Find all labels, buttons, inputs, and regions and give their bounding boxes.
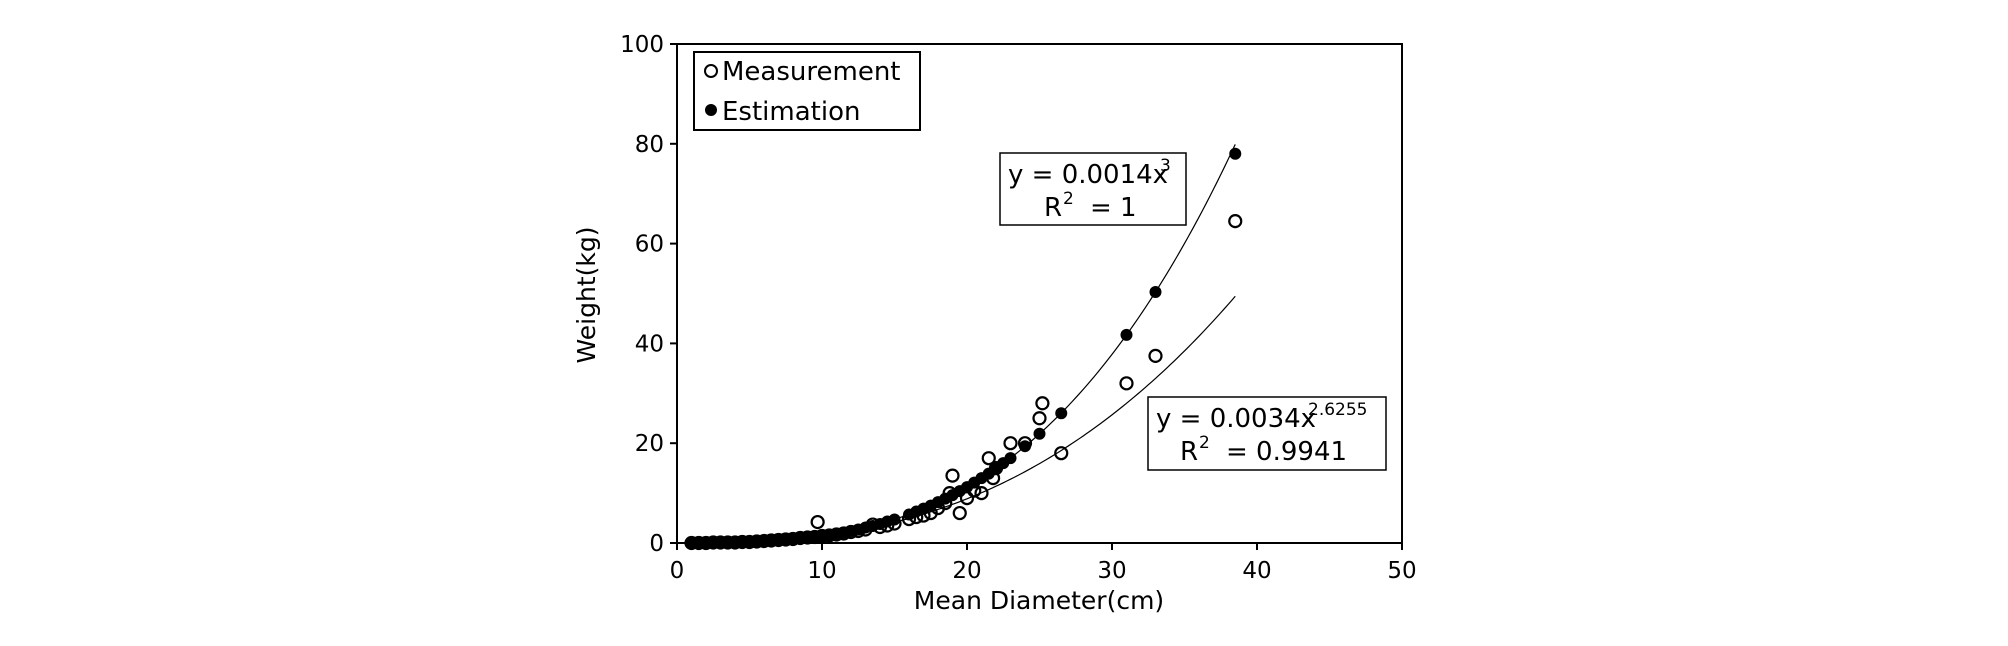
estimation-point [1120,328,1133,341]
equation-estimation-exponent: 3 [1160,156,1171,176]
measurement-point [974,486,989,501]
x-tick-label: 50 [1387,558,1416,584]
equation-estimation: y = 0.0014x [1008,160,1168,190]
x-axis-title: Mean Diameter(cm) [914,586,1164,615]
measurement-point [1032,411,1047,426]
r2-value-measurement: = 0.9941 [1226,437,1347,467]
measurement-point [1054,446,1069,461]
legend-label-estimation: Estimation [722,97,860,127]
y-tick-label: 100 [620,32,664,58]
x-tick-label: 30 [1097,558,1126,584]
measurement-point [810,514,825,530]
legend-box [693,51,921,131]
y-tick-label: 40 [635,331,664,357]
r2-exp-measurement: 2 [1199,433,1210,453]
series-estimation [685,147,1242,549]
measurement-point [1003,436,1018,451]
estimation-point [888,513,901,526]
estimation-point [1004,452,1017,465]
measurement-point [1119,376,1134,391]
legend: Measurement Estimation [693,51,921,131]
series-measurement [684,214,1243,551]
y-tick-label: 60 [635,232,664,258]
plot-area [676,43,1403,544]
r2-label-estimation: R [1044,193,1062,223]
equation-box-estimation: y = 0.0014x 3 R 2 = 1 [999,152,1187,226]
x-tick-label: 10 [807,558,836,584]
equation-measurement-exponent: 2.6255 [1308,400,1367,420]
estimation-point [1033,427,1046,440]
measurement-point [1035,396,1050,411]
equation-measurement: y = 0.0034x [1156,404,1316,434]
r2-value-estimation: = 1 [1090,193,1137,223]
x-tick-label: 40 [1242,558,1271,584]
equation-box-measurement: y = 0.0034x 2.6255 R 2 = 0.9941 [1147,396,1387,471]
r2-label-measurement: R [1180,437,1198,467]
measurement-point [981,451,996,466]
legend-marker-measurement [704,64,718,78]
y-axis-title: Weight(kg) [572,227,601,364]
estimation-point [1019,440,1031,453]
measurement-point [1148,348,1163,363]
equation-box-estimation-frame [999,152,1187,226]
estimation-point [1149,286,1162,298]
r2-exp-estimation: 2 [1063,189,1074,209]
y-tick-label: 0 [649,531,664,557]
estimation-point [1229,147,1242,160]
x-tick-label: 0 [670,558,685,584]
equation-box-measurement-frame [1147,396,1387,471]
y-tick-label: 80 [635,132,664,158]
legend-label-measurement: Measurement [722,57,901,87]
legend-marker-estimation [705,104,717,116]
x-tick-label: 20 [952,558,981,584]
y-tick-label: 20 [635,431,664,457]
estimation-point [1055,407,1068,420]
measurement-point [1228,214,1243,229]
measurement-point [945,468,960,483]
axis-ticks: 0 10 20 30 40 50 0 20 40 60 80 100 [620,32,1417,584]
measurement-point [952,505,967,521]
